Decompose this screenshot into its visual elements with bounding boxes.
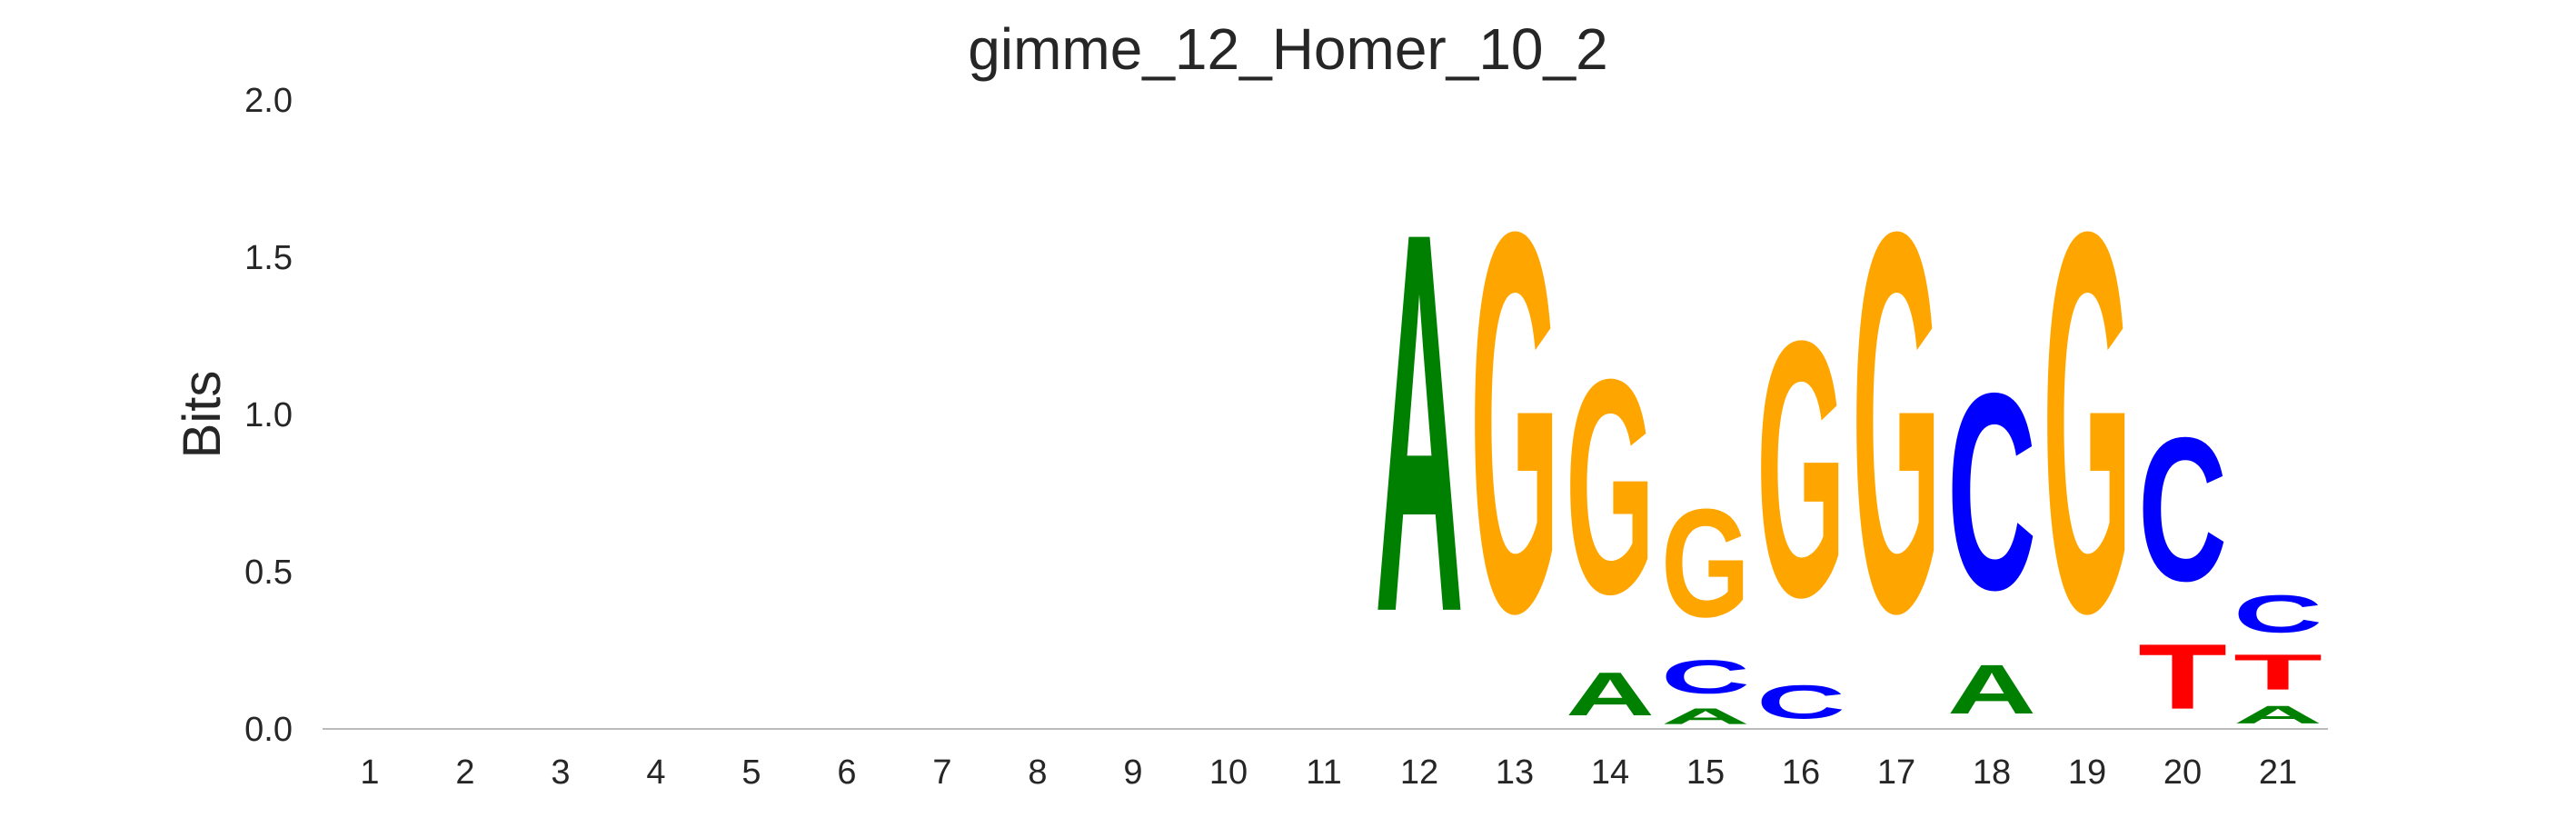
svg-text:A: A	[1566, 660, 1655, 729]
x-tick-label: 18	[1973, 753, 2011, 792]
logo-letter-c: C	[1756, 675, 1845, 729]
x-tick-label: 6	[837, 753, 856, 792]
logo-letter-c: C	[1947, 334, 2036, 649]
y-tick-label: 1.0	[244, 396, 293, 434]
svg-text:T: T	[2233, 644, 2322, 701]
y-axis: 0.0 0.5 1.0 1.5 2.0 Bits	[173, 82, 293, 749]
x-tick-label: 19	[2068, 753, 2106, 792]
logo-letter-t: T	[2233, 644, 2322, 701]
x-tick-label: 11	[1306, 753, 1341, 792]
logo-letter-g: G	[1852, 121, 1941, 726]
logo-letter-g: G	[1661, 477, 1750, 650]
logo-letter-c: C	[2233, 584, 2322, 644]
svg-text:A: A	[2233, 701, 2322, 729]
logo-letter-a: A	[1661, 703, 1750, 729]
logo-letter-g: G	[2043, 121, 2132, 726]
x-tick-label: 2	[455, 753, 474, 792]
x-tick-label: 15	[1686, 753, 1725, 792]
y-tick-label: 2.0	[244, 82, 293, 120]
svg-text:G: G	[2043, 121, 2132, 726]
logo-letter-t: T	[2138, 625, 2227, 729]
x-tick-label: 10	[1209, 753, 1248, 792]
x-tick-label: 3	[551, 753, 570, 792]
x-axis: 1 2 3 4 5 6 7 8 9 10 11 12 13 14 15 16 17 18 19 20 21	[360, 753, 2297, 792]
x-tick-label: 17	[1877, 753, 1915, 792]
logo-letter-c: C	[2138, 396, 2227, 624]
x-tick-label: 1	[360, 753, 379, 792]
x-tick-label: 20	[2163, 753, 2202, 792]
svg-text:C: C	[1756, 675, 1845, 729]
svg-text:C: C	[2233, 584, 2322, 644]
x-tick-label: 8	[1028, 753, 1047, 792]
logo-letter-g: G	[1470, 121, 1559, 726]
svg-text:C: C	[2138, 396, 2227, 624]
svg-text:C: C	[1947, 334, 2036, 649]
y-tick-label: 1.5	[244, 239, 293, 277]
svg-text:G: G	[1852, 121, 1941, 726]
logo-letter-g: G	[1756, 266, 1845, 673]
svg-text:G: G	[1470, 121, 1559, 726]
svg-text:G: G	[1756, 266, 1845, 673]
x-tick-label: 9	[1123, 753, 1142, 792]
x-tick-label: 13	[1496, 753, 1534, 792]
logo-letter-a: A	[1566, 660, 1655, 729]
svg-text:A: A	[1661, 703, 1750, 729]
x-tick-label: 5	[741, 753, 761, 792]
logo-letter-a: A	[1947, 651, 2036, 729]
logo-letter-a: A	[2233, 701, 2322, 729]
y-tick-label: 0.0	[244, 711, 293, 749]
svg-text:A: A	[1375, 120, 1464, 725]
y-axis-label: Bits	[173, 371, 232, 459]
svg-text:A: A	[1947, 651, 2036, 729]
x-tick-label: 21	[2259, 753, 2297, 792]
x-tick-label: 7	[932, 753, 951, 792]
x-tick-label: 4	[646, 753, 665, 792]
chart-title: gimme_12_Homer_10_2	[968, 16, 1608, 82]
logo-letter-c: C	[1661, 650, 1750, 703]
svg-text:G: G	[1566, 315, 1655, 657]
svg-text:T: T	[2138, 625, 2227, 729]
logo-letter-g: G	[1566, 315, 1655, 657]
x-tick-label: 16	[1782, 753, 1820, 792]
svg-text:G: G	[1661, 477, 1750, 650]
svg-text:C: C	[1661, 650, 1750, 703]
y-tick-label: 0.5	[244, 554, 293, 592]
x-tick-label: 12	[1400, 753, 1438, 792]
x-tick-label: 14	[1591, 753, 1629, 792]
logo-letter-a: A	[1375, 120, 1464, 725]
